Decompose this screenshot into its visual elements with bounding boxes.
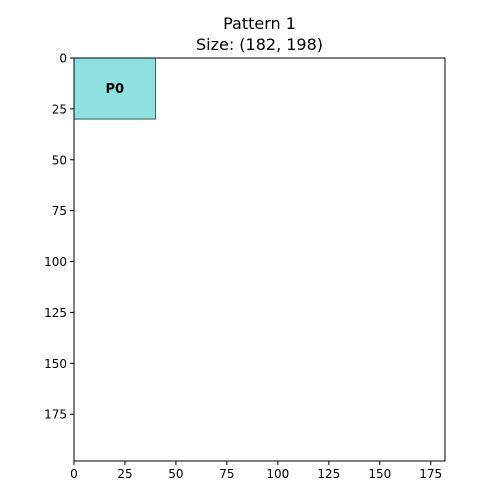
x-tick-label: 150 xyxy=(368,467,391,481)
chart-title-line-1: Pattern 1 xyxy=(223,14,296,33)
x-tick-label: 125 xyxy=(317,467,340,481)
y-tick-label: 25 xyxy=(52,102,67,116)
y-tick-label: 125 xyxy=(44,306,67,320)
y-tick-label: 50 xyxy=(52,153,67,167)
x-tick-label: 25 xyxy=(117,467,132,481)
plot-frame xyxy=(73,57,446,462)
x-tick-label: 0 xyxy=(70,467,78,481)
y-tick-label: 175 xyxy=(44,408,67,422)
x-axis: 0 25 50 75 100 125 150 175 xyxy=(70,461,442,481)
y-tick-label: 75 xyxy=(52,204,67,218)
y-tick-label: 100 xyxy=(44,255,67,269)
x-tick-label: 50 xyxy=(168,467,183,481)
y-tick-label: 150 xyxy=(44,357,67,371)
x-tick-label: 100 xyxy=(266,467,289,481)
x-tick-label: 75 xyxy=(219,467,234,481)
piece-label-0: P0 xyxy=(105,82,124,97)
y-axis: 0 25 50 75 100 125 150 175 xyxy=(44,52,74,422)
x-tick-label: 175 xyxy=(419,467,442,481)
piece-rect-0 xyxy=(73,57,157,120)
pieces-layer: P0 xyxy=(73,57,157,120)
y-tick-label: 0 xyxy=(59,52,67,66)
chart-title-line-2: Size: (182, 198) xyxy=(196,35,323,54)
